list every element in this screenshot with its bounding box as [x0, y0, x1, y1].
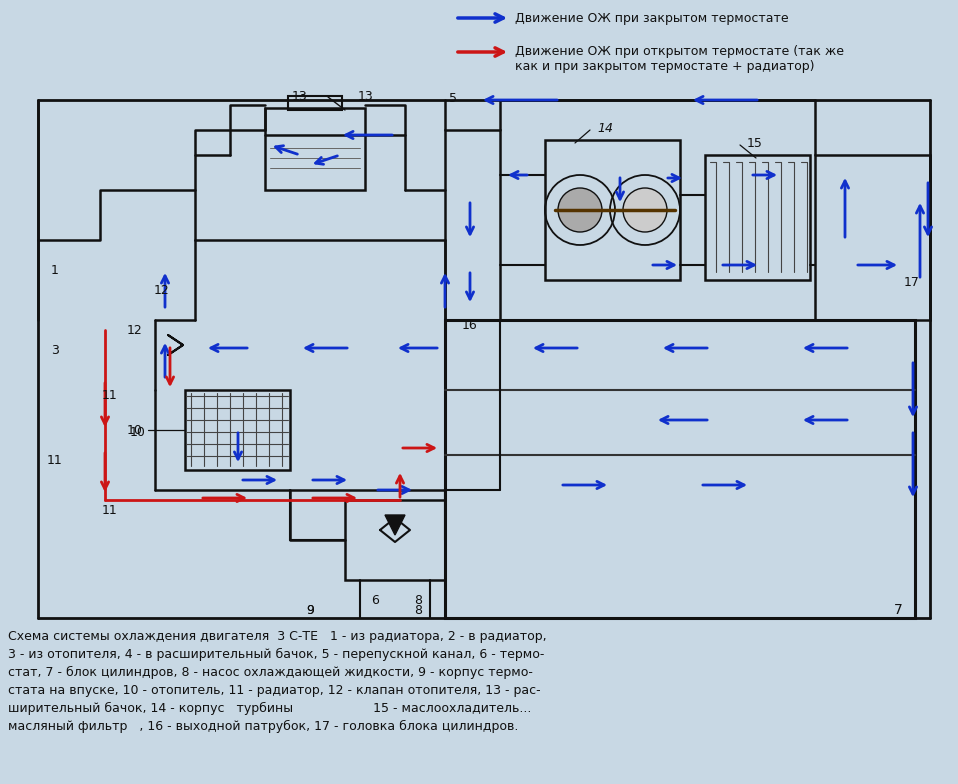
Text: 10: 10	[127, 423, 143, 437]
Bar	[265, 108, 365, 190]
Text: 1: 1	[51, 263, 59, 277]
Text: 10: 10	[130, 426, 146, 438]
Text: 5: 5	[449, 92, 457, 104]
Text: 11: 11	[103, 503, 118, 517]
Circle shape	[623, 188, 667, 232]
Bar	[815, 155, 930, 320]
Text: 9: 9	[306, 604, 314, 616]
Text: 15: 15	[747, 136, 763, 150]
Text: Схема системы охлаждения двигателя  3 С-ТЕ   1 - из радиатора, 2 - в радиатор,
3: Схема системы охлаждения двигателя 3 С-Т…	[8, 630, 547, 734]
Text: 11: 11	[47, 453, 63, 466]
Text: 13: 13	[292, 89, 308, 103]
Text: 7: 7	[894, 603, 902, 617]
Text: 8: 8	[414, 593, 422, 607]
Text: 8: 8	[414, 604, 422, 616]
Bar	[288, 96, 342, 110]
Polygon shape	[385, 515, 405, 535]
Bar	[445, 130, 500, 320]
Text: 14: 14	[597, 122, 613, 135]
Bar	[445, 320, 915, 618]
Text: 16: 16	[462, 318, 478, 332]
Text: 12: 12	[127, 324, 143, 336]
Bar	[345, 500, 445, 580]
Bar	[705, 155, 810, 280]
Text: Движение ОЖ при открытом термостате (так же
как и при закрытом термостате + ради: Движение ОЖ при открытом термостате (так…	[515, 45, 844, 73]
Text: 12: 12	[154, 284, 170, 296]
Text: 6: 6	[371, 593, 379, 607]
Bar	[545, 140, 680, 280]
Text: 17: 17	[904, 275, 920, 289]
Text: 11: 11	[103, 389, 118, 401]
Circle shape	[558, 188, 602, 232]
Bar	[185, 390, 290, 470]
Text: 3: 3	[51, 343, 59, 357]
Text: Движение ОЖ при закрытом термостате: Движение ОЖ при закрытом термостате	[515, 12, 788, 24]
Text: 13: 13	[358, 89, 374, 103]
Text: 9: 9	[306, 604, 314, 616]
